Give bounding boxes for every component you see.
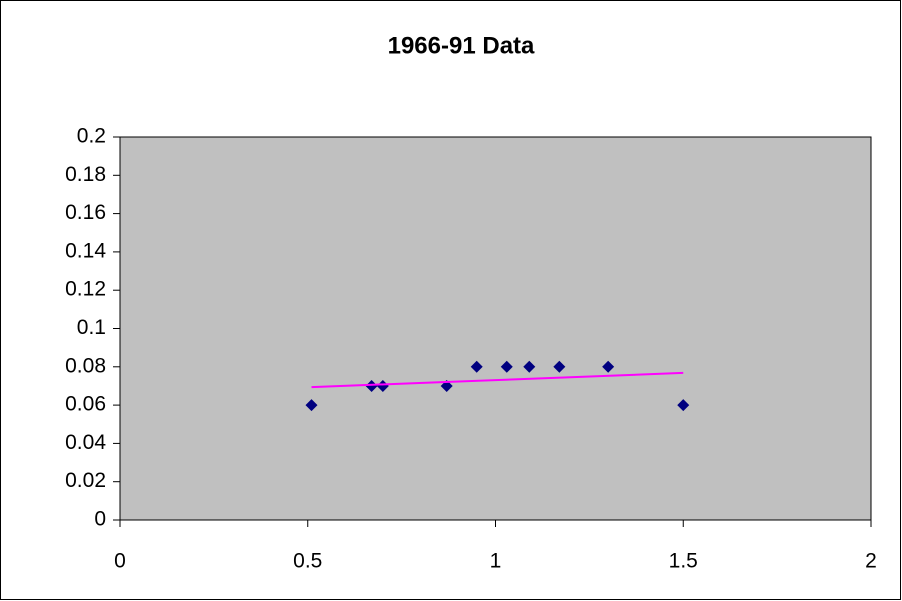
y-tick-label: 0.06 [65, 393, 106, 416]
x-tick-label: 0 [114, 550, 126, 573]
data-point [470, 360, 483, 373]
y-tick-label: 0.02 [65, 469, 106, 492]
chart-title: 1966-91 Data [388, 32, 535, 59]
y-tick-label: 0.18 [65, 163, 106, 186]
y-tick-label: 0.04 [65, 431, 106, 454]
data-point [523, 360, 536, 373]
data-point [677, 399, 690, 412]
plot-area [119, 136, 872, 521]
y-tick-label: 0 [94, 508, 106, 531]
data-point [376, 379, 389, 392]
x-tick-label: 1 [490, 550, 502, 573]
x-tick-label: 2 [865, 550, 877, 573]
y-tick-label: 0.08 [65, 354, 106, 377]
y-tick-label: 0.14 [65, 239, 106, 262]
y-tick-label: 0.1 [77, 316, 106, 339]
y-tick-label: 0.16 [65, 201, 106, 224]
x-tick-label: 1.5 [669, 550, 698, 573]
data-point [305, 399, 318, 412]
data-point [553, 360, 566, 373]
trend-line [311, 371, 684, 389]
data-point [602, 360, 615, 373]
y-tick-label: 0.12 [65, 278, 106, 301]
data-point [500, 360, 513, 373]
y-tick-label: 0.2 [77, 125, 106, 148]
x-tick-label: 0.5 [293, 550, 322, 573]
data-point [365, 379, 378, 392]
